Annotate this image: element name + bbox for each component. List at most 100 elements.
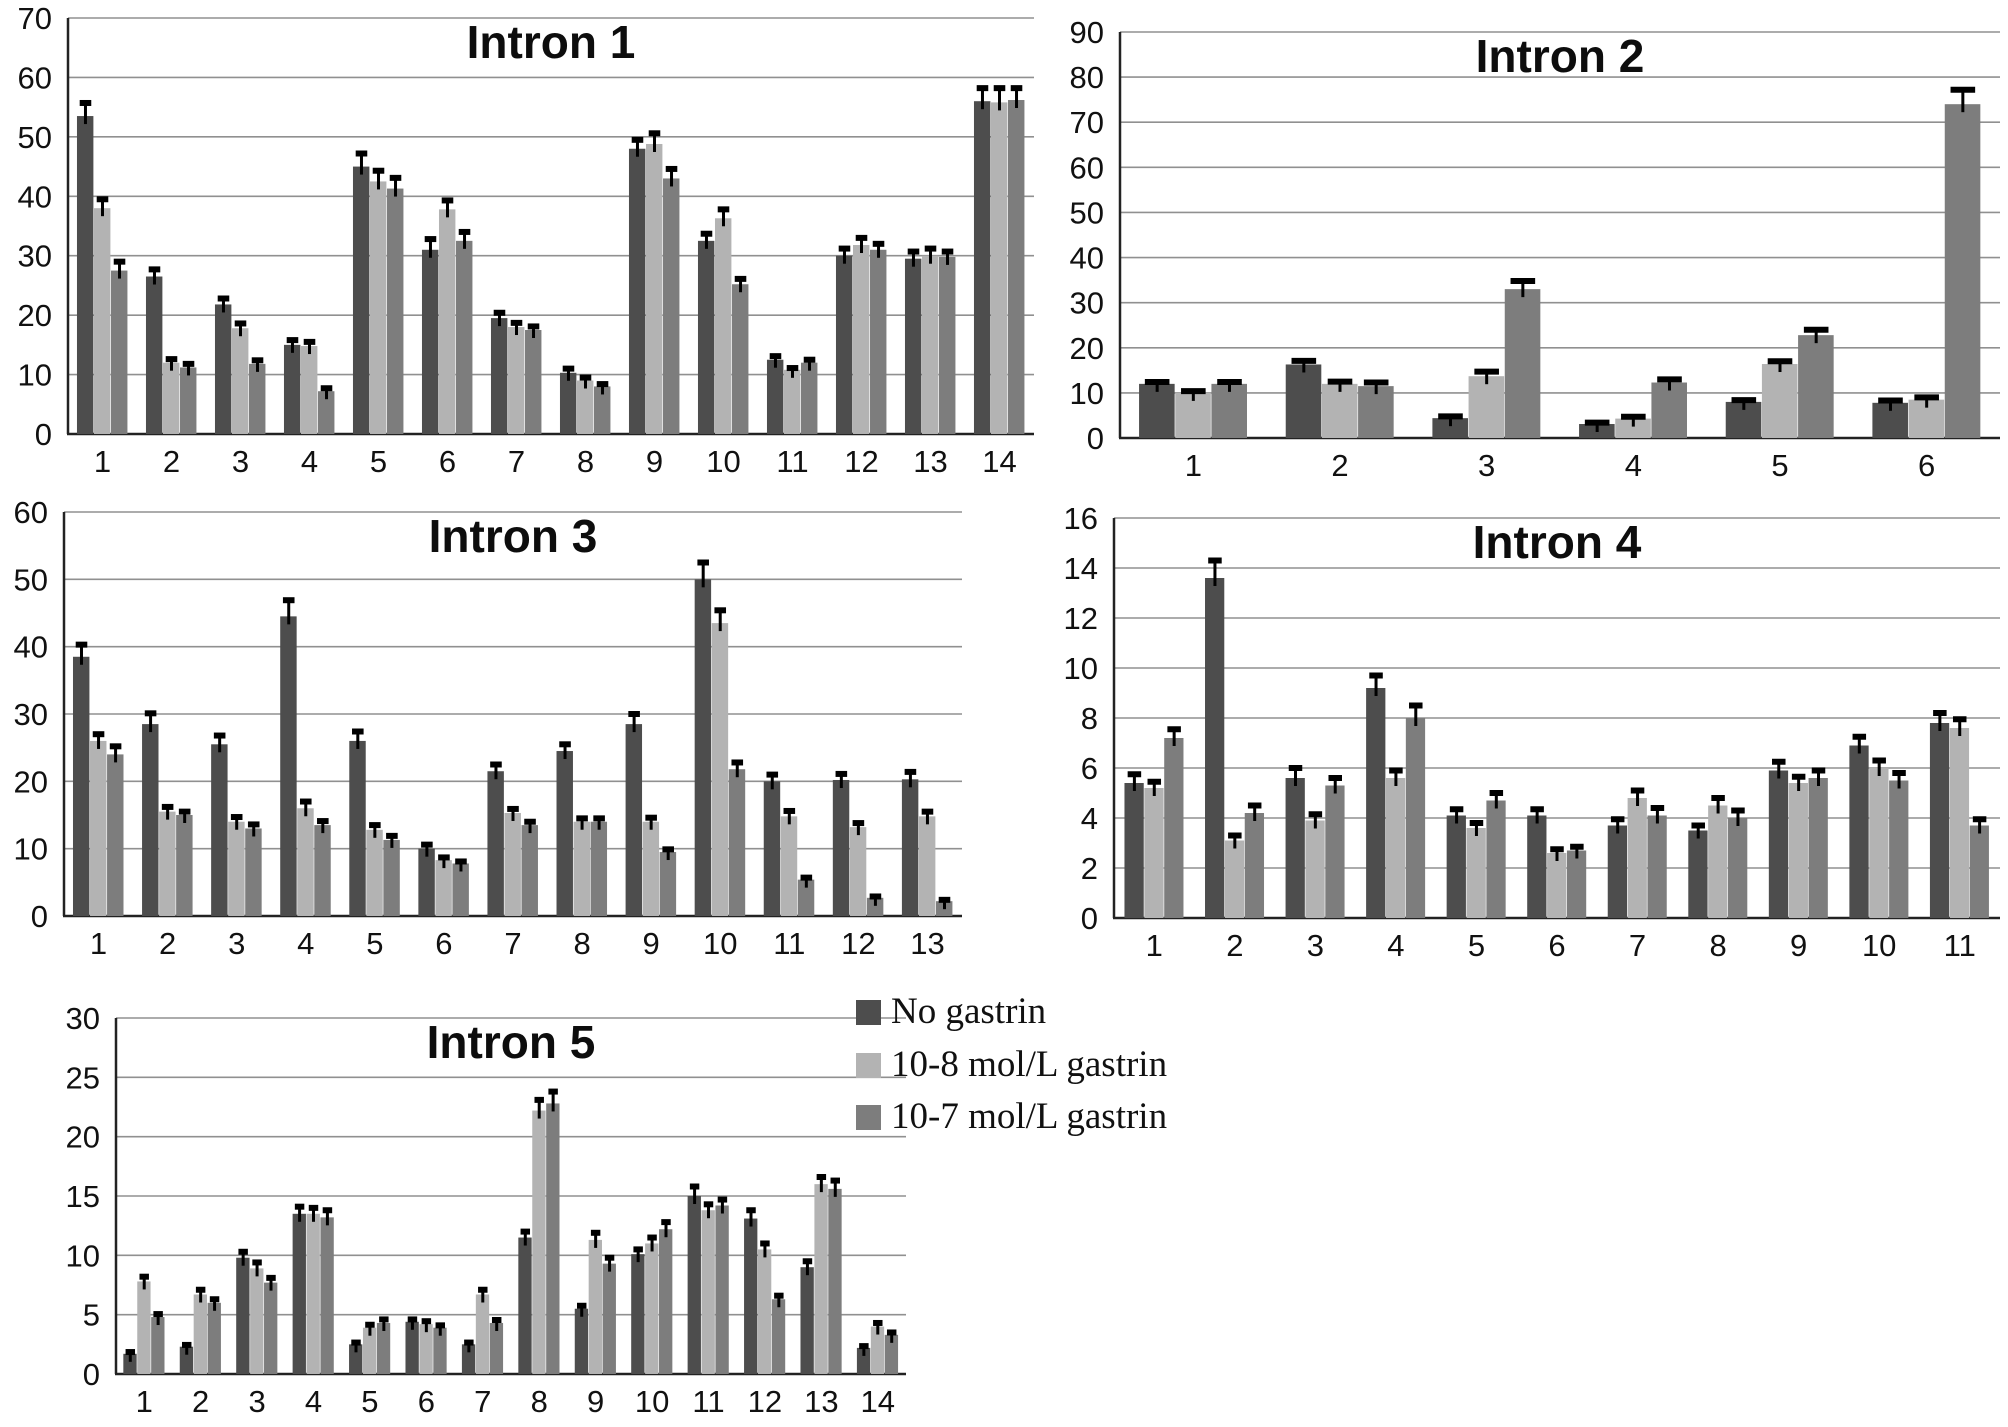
svg-text:Intron 3: Intron 3 [429,510,598,562]
svg-text:Intron 4: Intron 4 [1473,516,1642,568]
svg-text:30: 30 [18,239,52,274]
legend-label-10-7-gastrin: 10-7 mol/L gastrin [891,1096,1168,1138]
svg-text:12: 12 [748,1384,782,1419]
svg-text:14: 14 [1064,551,1098,586]
svg-text:1: 1 [94,444,111,479]
svg-text:6: 6 [1918,448,1935,483]
svg-text:9: 9 [1790,928,1807,963]
svg-text:7: 7 [474,1384,491,1419]
svg-text:3: 3 [1478,448,1495,483]
svg-text:Intron 2: Intron 2 [1476,30,1645,82]
svg-text:3: 3 [228,926,245,961]
svg-text:70: 70 [1070,105,1104,140]
svg-text:40: 40 [1070,241,1104,276]
legend-label-no-gastrin: No gastrin [891,991,1047,1032]
svg-text:4: 4 [297,926,314,961]
svg-text:2: 2 [1331,448,1348,483]
svg-text:3: 3 [1307,928,1324,963]
svg-text:6: 6 [418,1384,435,1419]
svg-text:10: 10 [66,1238,100,1273]
svg-text:5: 5 [370,444,387,479]
10-8-gastrin-swatch-icon [856,1052,881,1078]
svg-text:8: 8 [531,1384,548,1419]
svg-text:10: 10 [1862,928,1896,963]
svg-text:60: 60 [1070,150,1104,185]
svg-text:1: 1 [90,926,107,961]
legend-item-no-gastrin: No gastrin [856,991,1167,1033]
svg-text:10: 10 [14,832,48,867]
svg-text:0: 0 [31,899,48,934]
svg-text:50: 50 [14,562,48,597]
svg-text:4: 4 [1387,928,1404,963]
svg-text:15: 15 [66,1179,100,1214]
svg-text:6: 6 [1548,928,1565,963]
legend: No gastrin 10-8 mol/L gastrin 10-7 mol/L… [856,991,1168,1138]
svg-text:10: 10 [1064,651,1098,686]
svg-text:3: 3 [248,1384,265,1419]
svg-text:2: 2 [163,444,180,479]
svg-text:11: 11 [776,444,808,479]
svg-text:0: 0 [1081,901,1098,936]
svg-text:20: 20 [14,764,48,799]
svg-text:13: 13 [804,1384,838,1419]
svg-text:5: 5 [83,1298,100,1333]
svg-text:10: 10 [703,926,737,961]
svg-text:4: 4 [305,1384,322,1419]
legend-label-10-8-gastrin: 10-8 mol/L gastrin [891,1043,1168,1085]
svg-text:12: 12 [841,926,875,961]
svg-text:12: 12 [844,444,878,479]
no-gastrin-swatch-icon [856,999,881,1025]
svg-text:50: 50 [18,120,52,155]
svg-text:80: 80 [1070,60,1104,95]
svg-text:7: 7 [504,926,521,961]
svg-text:20: 20 [66,1120,100,1155]
svg-text:5: 5 [1771,448,1788,483]
svg-text:30: 30 [1070,286,1104,321]
svg-text:3: 3 [232,444,249,479]
svg-text:6: 6 [439,444,456,479]
svg-text:1: 1 [1185,448,1202,483]
svg-text:50: 50 [1070,195,1104,230]
intron-2-chart: 0 10 20 30 40 50 60 70 80 90 1 2 3 4 5 6 Intron 2 [1056,4,2006,490]
svg-text:13: 13 [910,926,944,961]
svg-text:5: 5 [1468,928,1485,963]
svg-text:11: 11 [773,926,805,961]
svg-text:60: 60 [14,495,48,530]
svg-text:13: 13 [913,444,947,479]
svg-text:7: 7 [1629,928,1646,963]
svg-text:4: 4 [1625,448,1642,483]
svg-text:7: 7 [508,444,525,479]
svg-text:10: 10 [706,444,740,479]
svg-text:40: 40 [18,179,52,214]
svg-text:9: 9 [646,444,663,479]
svg-text:1: 1 [136,1384,153,1419]
svg-text:9: 9 [587,1384,604,1419]
svg-text:2: 2 [1081,851,1098,886]
svg-text:25: 25 [66,1060,100,1095]
svg-text:60: 60 [18,60,52,95]
svg-text:2: 2 [159,926,176,961]
intron-5-chart: 0 5 10 15 20 25 30 1 2 3 4 5 6 7 8 9 10 11 12 13 14 Intron 5 [34,984,912,1426]
svg-text:8: 8 [1709,928,1726,963]
svg-text:20: 20 [18,298,52,333]
legend-item-10-8-gastrin: 10-8 mol/L gastrin [856,1043,1168,1086]
10-7-gastrin-swatch-icon [856,1105,881,1131]
svg-text:11: 11 [1944,928,1976,963]
svg-text:2: 2 [1226,928,1243,963]
legend-item-10-7-gastrin: 10-7 mol/L gastrin [856,1097,1167,1138]
svg-text:90: 90 [1070,15,1104,50]
svg-text:2: 2 [192,1384,209,1419]
svg-text:4: 4 [1081,801,1098,836]
intron-4-chart: 0 2 4 6 8 10 12 14 16 1 2 3 4 5 6 7 8 9 10 11 Intron 4 [1050,494,2006,970]
svg-text:30: 30 [14,697,48,732]
svg-text:4: 4 [301,444,318,479]
svg-text:10: 10 [18,358,52,393]
svg-text:Intron 1: Intron 1 [467,16,636,68]
svg-text:40: 40 [14,630,48,665]
svg-text:6: 6 [1081,751,1098,786]
svg-text:0: 0 [1087,421,1104,456]
intron-3-chart: 0 10 20 30 40 50 60 1 2 3 4 5 6 7 8 9 10 11 12 13 Intron 3 [2,492,968,968]
svg-text:0: 0 [35,417,52,452]
svg-text:6: 6 [435,926,452,961]
